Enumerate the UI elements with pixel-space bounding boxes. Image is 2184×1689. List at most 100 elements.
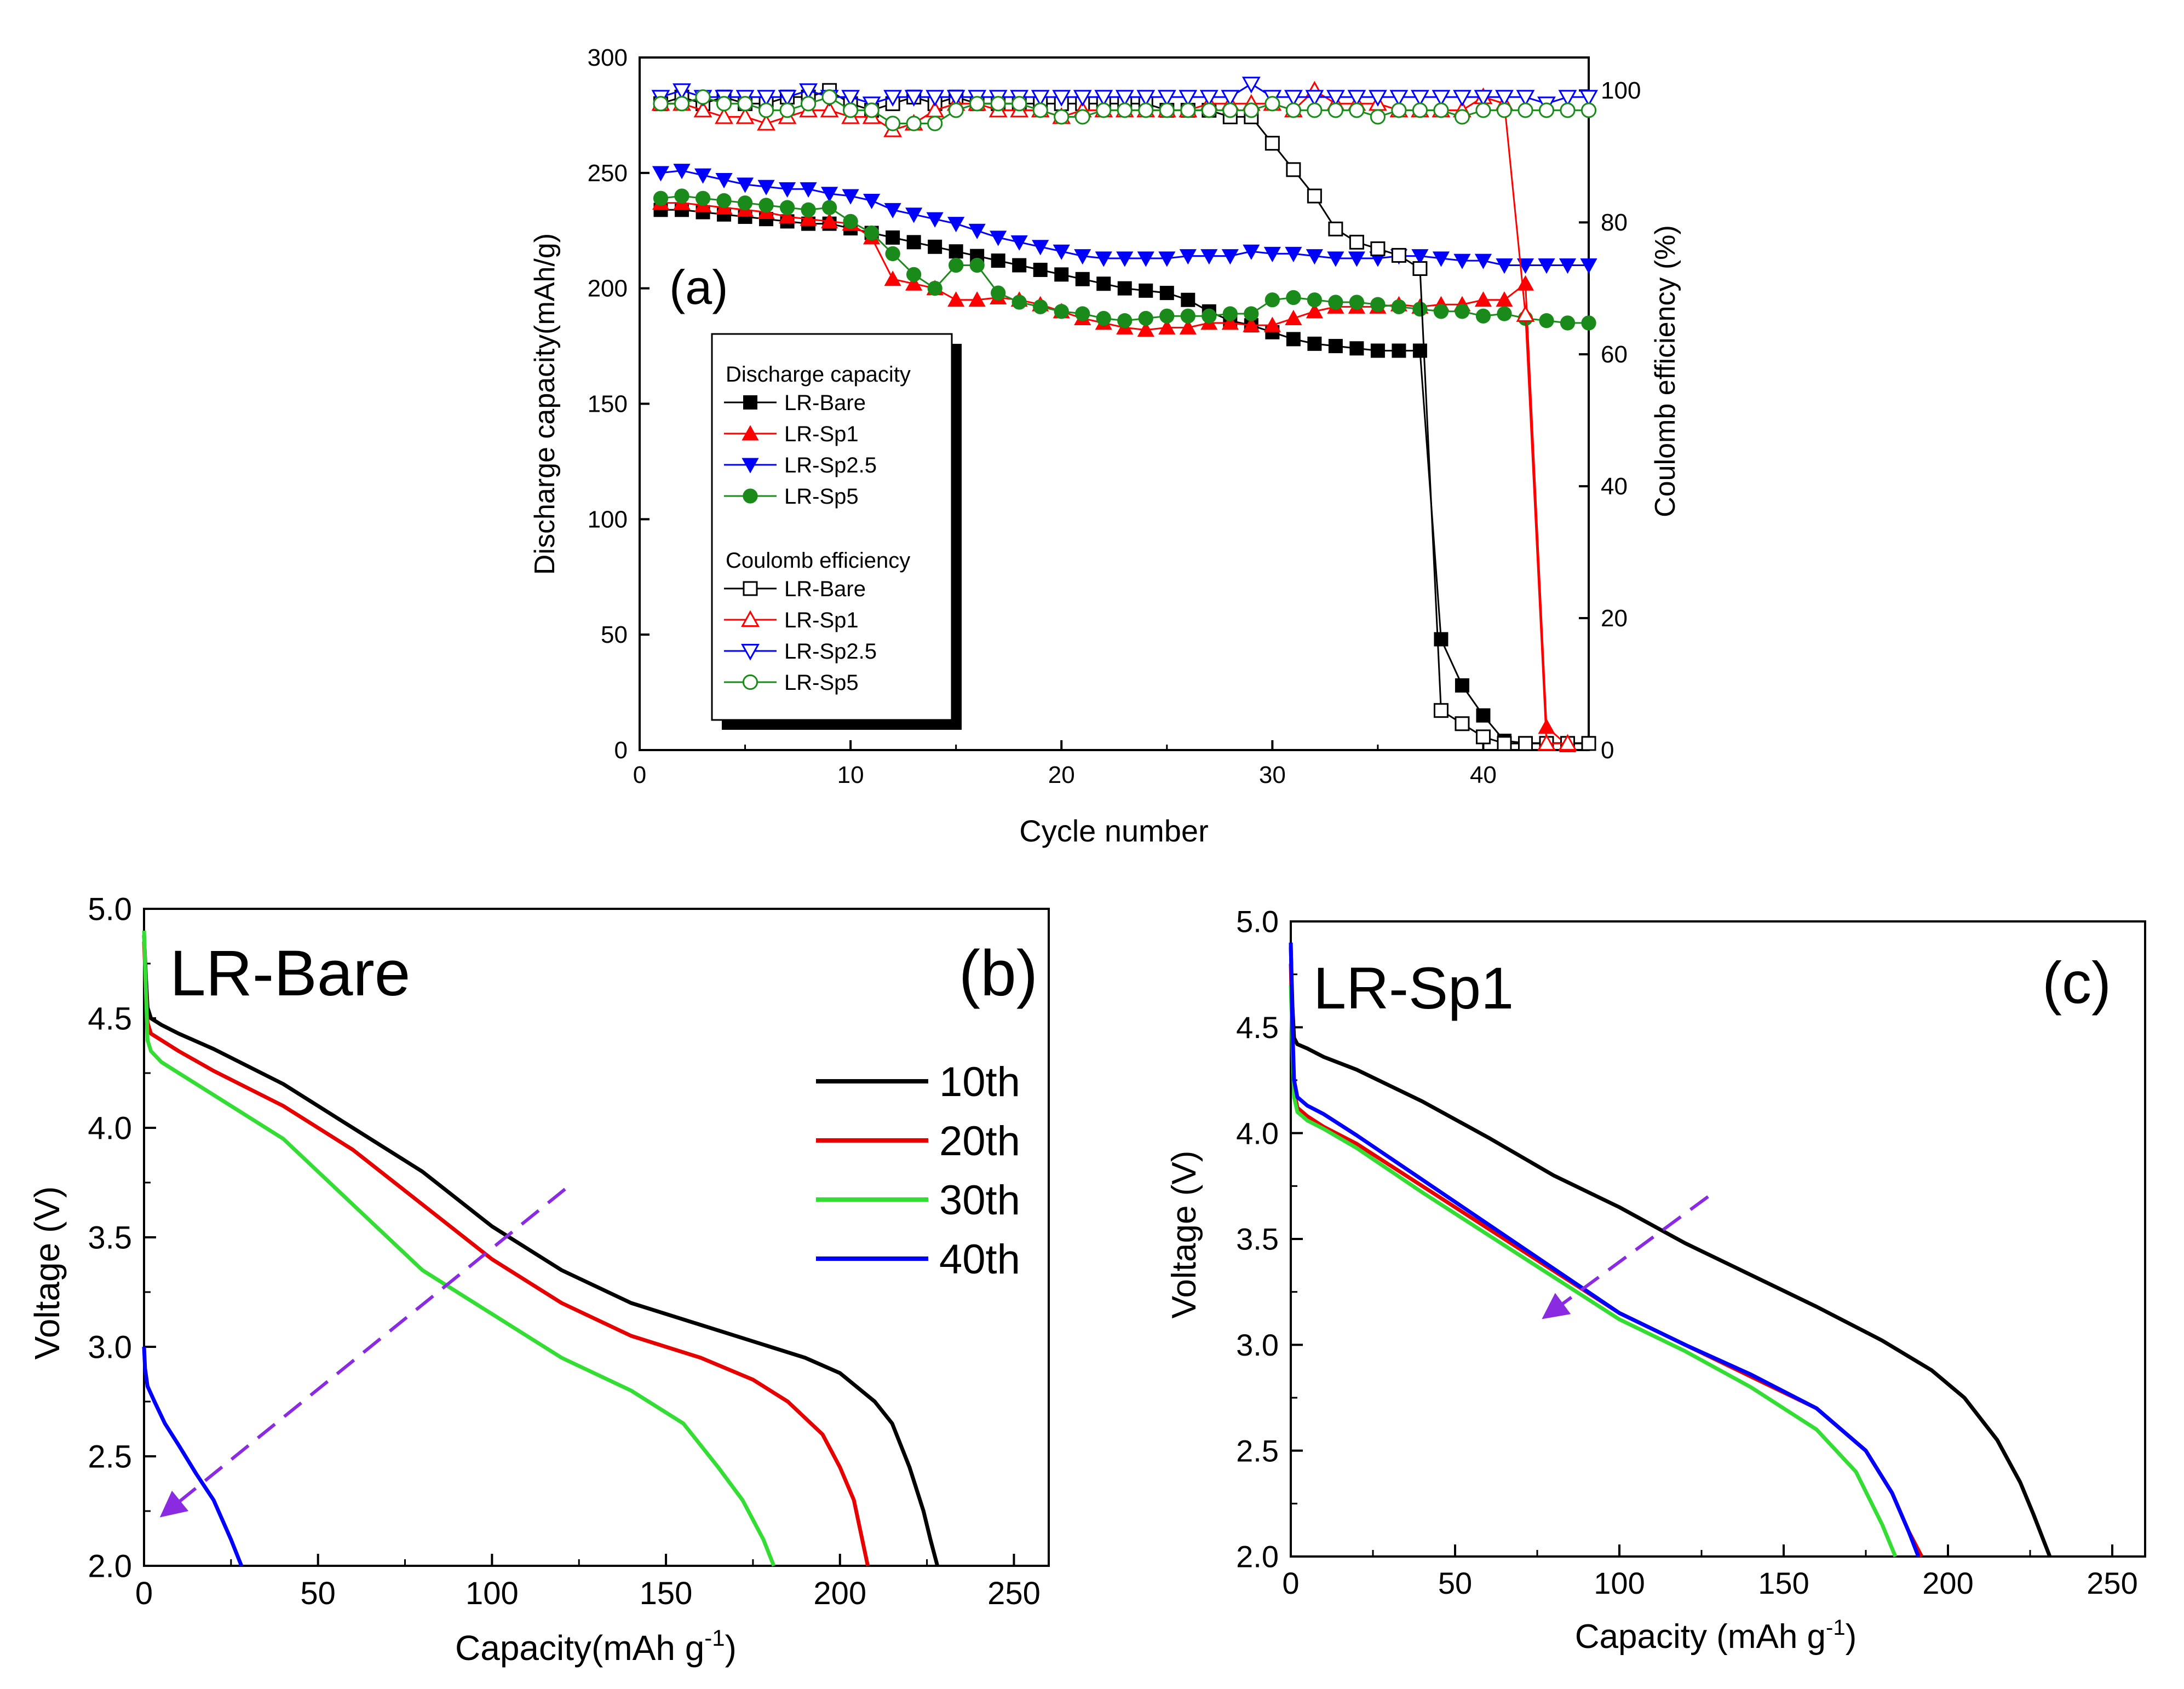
data-point	[801, 202, 816, 217]
data-point	[906, 235, 921, 250]
data-point	[1307, 102, 1323, 118]
legend-marker	[743, 581, 758, 596]
data-point	[1074, 249, 1091, 265]
data-point	[991, 253, 1005, 268]
data-point	[779, 102, 795, 118]
x-tick-label: 100	[465, 1576, 519, 1611]
data-point	[927, 116, 943, 131]
data-point	[1516, 90, 1535, 107]
panel-b-inset-title: LR-Bare	[170, 937, 410, 1010]
data-point	[1117, 281, 1132, 296]
x-tick-label: 20	[1048, 762, 1075, 788]
data-point	[1560, 315, 1576, 331]
legend-label: LR-Sp5	[784, 485, 859, 509]
x-tick-label: 250	[2087, 1566, 2137, 1600]
panel-b: 0 50 100 150 200 250 2.0 2.5 3.0 3.5 4.0 4.5 5.0 LR-…	[27, 891, 1050, 1668]
data-point	[758, 198, 774, 213]
data-point	[1432, 251, 1450, 267]
data-point	[1370, 109, 1386, 125]
data-point	[947, 217, 965, 233]
y-tick-label: 100	[588, 506, 628, 533]
data-point	[1560, 102, 1576, 118]
data-point	[1074, 109, 1090, 125]
data-point	[1453, 253, 1471, 269]
data-point	[926, 90, 945, 107]
curve-30th	[1289, 984, 1898, 1558]
data-point	[886, 230, 900, 245]
data-point	[1033, 262, 1048, 277]
curve-10th	[142, 935, 940, 1566]
data-point	[885, 116, 901, 131]
legend-label: 10th	[939, 1059, 1020, 1105]
data-point	[1412, 261, 1428, 276]
data-point	[1285, 246, 1302, 263]
data-point	[1349, 341, 1364, 356]
panel-c-ticks: 0 50 100 150 200 250 2.0 2.5 3.0 3.5 4.0 4.5 5.0	[1236, 904, 2138, 1600]
x-tick-label: 200	[1922, 1566, 1973, 1600]
data-point	[946, 90, 965, 107]
data-point	[821, 200, 837, 215]
legend-capacity-entries: LR-Bare LR-Sp1 LR-Sp2.5 LR-Sp5	[724, 391, 877, 509]
panel-c: 0 50 100 150 200 250 2.0 2.5 3.0 3.5 4.0 4.5 5.0 LR-…	[1165, 904, 2146, 1656]
data-point	[1286, 162, 1301, 177]
data-point	[1349, 234, 1364, 250]
data-point	[715, 173, 733, 189]
panel-a-legend: Discharge capacity LR-Bare LR-Sp1 LR-Sp2.5…	[711, 333, 962, 730]
data-point	[653, 96, 669, 112]
data-point	[757, 180, 775, 195]
y2-tick-label: 100	[1601, 77, 1641, 104]
data-point	[947, 291, 965, 307]
data-point	[969, 257, 985, 273]
data-point	[1221, 314, 1239, 330]
y2-tick-label: 0	[1601, 737, 1614, 764]
data-point	[949, 244, 963, 259]
data-point	[1159, 286, 1174, 301]
x-tick-label: 250	[987, 1576, 1041, 1611]
data-point	[1516, 305, 1535, 322]
data-point	[843, 102, 859, 118]
data-point	[1286, 332, 1301, 347]
legend-label: 20th	[939, 1118, 1020, 1165]
data-point	[821, 212, 838, 228]
data-point	[1159, 308, 1175, 324]
data-point	[1094, 90, 1113, 107]
data-point	[1347, 90, 1366, 107]
data-point	[1327, 102, 1343, 118]
data-point	[1326, 90, 1345, 107]
curve-40th	[142, 1346, 244, 1567]
data-point	[1411, 249, 1429, 265]
data-point	[884, 203, 901, 218]
data-point	[906, 116, 922, 131]
x-tick-label: 40	[1470, 762, 1497, 788]
data-point	[1158, 319, 1176, 335]
data-point	[1497, 306, 1512, 321]
data-point	[1328, 295, 1343, 310]
data-point	[1199, 90, 1219, 107]
data-point	[1012, 258, 1027, 273]
data-point	[1474, 90, 1493, 107]
data-point	[1201, 102, 1217, 118]
x-tick-label: 200	[813, 1576, 866, 1611]
data-point	[778, 208, 796, 224]
data-point	[1137, 251, 1154, 267]
data-point	[1433, 703, 1449, 718]
data-point	[778, 182, 796, 198]
data-point	[1516, 275, 1534, 291]
y-tick-label: 3.0	[1236, 1328, 1279, 1362]
data-point	[1496, 102, 1513, 118]
data-point	[1263, 316, 1281, 332]
data-point	[1455, 304, 1470, 319]
y-tick-label: 3.5	[88, 1220, 132, 1255]
data-point	[652, 166, 670, 182]
data-point	[863, 193, 881, 210]
y-tick-label: 4.0	[88, 1110, 132, 1146]
data-point	[884, 270, 901, 286]
panel-c-xlabel-main: Capacity (mAh g	[1575, 1618, 1826, 1656]
curve-10th	[1289, 947, 2052, 1558]
panel-a-label: (a)	[669, 260, 728, 314]
y-tick-label: 4.5	[88, 1001, 132, 1036]
x-tick-label: 0	[135, 1576, 153, 1611]
legend-label: 30th	[939, 1177, 1020, 1224]
data-point	[820, 100, 839, 118]
data-point	[1539, 313, 1554, 328]
